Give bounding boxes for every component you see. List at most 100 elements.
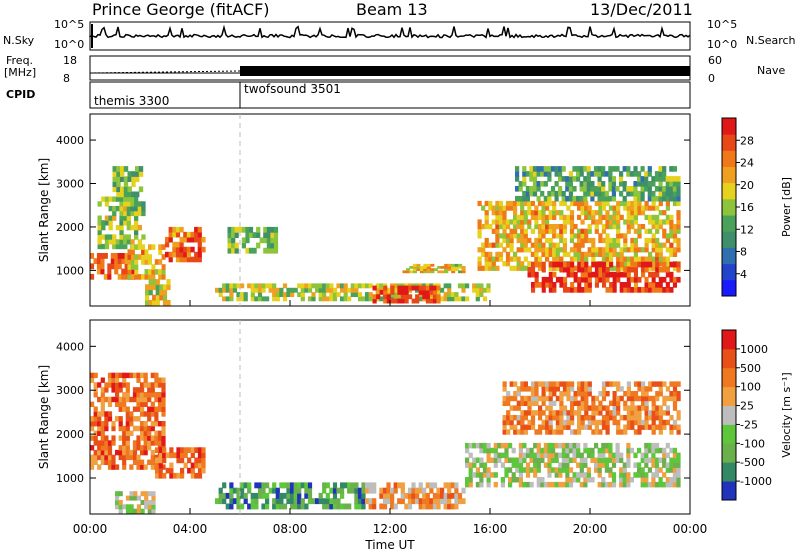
velocity-cell: [158, 457, 163, 464]
power-cell: [658, 190, 663, 197]
power-cell: [566, 214, 571, 220]
velocity-echo-region-3: [215, 482, 366, 510]
velocity-cell: [450, 482, 455, 489]
velocity-cell: [577, 391, 582, 397]
velocity-cell: [354, 498, 359, 505]
power-cell: [633, 266, 638, 273]
velocity-cell: [240, 503, 245, 510]
velocity-cell: [633, 395, 639, 402]
power-cell: [123, 220, 128, 226]
velocity-cell: [386, 482, 391, 489]
velocity-cell: [136, 377, 141, 383]
power-cell: [651, 265, 656, 271]
power-cell: [552, 242, 557, 248]
velocity-cell: [587, 381, 592, 387]
power-cell: [654, 171, 660, 177]
velocity-cell: [100, 377, 105, 383]
power-cell: [637, 171, 642, 177]
power-cell: [672, 190, 677, 197]
velocity-cell: [465, 477, 470, 483]
power-cell: [573, 256, 578, 262]
velocity-cell: [140, 382, 145, 388]
power-cell: [587, 247, 592, 253]
velocity-cell: [97, 411, 102, 417]
velocity-cell: [136, 372, 141, 379]
velocity-cell: [143, 449, 148, 456]
power-cell: [104, 234, 110, 240]
power-cell: [245, 237, 250, 244]
velocity-cell: [516, 386, 521, 392]
power-cell: [566, 266, 571, 273]
velocity-cell: [513, 405, 518, 411]
velocity-cell: [104, 440, 109, 446]
velocity-cell: [590, 477, 595, 483]
velocity-cell: [157, 377, 163, 383]
velocity-cell: [548, 400, 553, 406]
velocity-cell: [107, 416, 113, 422]
cpid-label: CPID: [6, 88, 36, 101]
velocity-cell: [454, 482, 459, 489]
velocity-cell: [622, 477, 627, 483]
power-cell: [577, 200, 582, 207]
velocity-cell: [155, 472, 160, 479]
power-cell: [591, 237, 596, 244]
velocity-cell: [648, 415, 653, 421]
velocity-cell: [422, 503, 427, 510]
velocity-cell: [559, 405, 564, 411]
velocity-cell: [547, 472, 552, 478]
power-cell: [612, 237, 617, 244]
velocity-cell: [570, 400, 575, 406]
power-cell: [248, 247, 254, 254]
velocity-cell: [90, 464, 95, 470]
power-cell: [419, 266, 424, 269]
power-cell: [336, 283, 341, 289]
velocity-cell: [361, 492, 366, 499]
velocity-cell: [136, 459, 141, 465]
power-cell: [534, 242, 539, 248]
velocity-cell: [576, 462, 581, 468]
velocity-cell: [497, 452, 502, 459]
velocity-cell: [644, 477, 649, 483]
power-cell: [669, 242, 674, 248]
time-tick-label: 04:00: [173, 522, 208, 536]
power-echo-region-9: [402, 263, 466, 274]
power-cell: [536, 181, 541, 187]
power-cell: [329, 283, 334, 289]
velocity-cell: [662, 452, 667, 459]
power-cell: [116, 166, 121, 172]
velocity-cell: [122, 504, 127, 510]
power-cell: [110, 263, 115, 270]
velocity-cell: [622, 481, 627, 488]
velocity-cell: [475, 467, 480, 473]
velocity-cell: [605, 415, 610, 421]
power-cell: [548, 265, 553, 271]
velocity-cell: [570, 405, 575, 411]
power-cell: [304, 283, 309, 289]
power-cell: [275, 287, 280, 293]
velocity-cell: [637, 386, 642, 392]
power-cell: [130, 201, 135, 207]
velocity-cell: [187, 447, 192, 453]
power-cell: [655, 228, 660, 234]
power-cell: [633, 287, 638, 293]
velocity-cell: [648, 386, 653, 392]
velocity-cell: [577, 381, 582, 387]
power-cell: [190, 236, 195, 243]
power-cell: [605, 224, 610, 230]
velocity-cell: [644, 386, 649, 392]
power-cell: [444, 263, 449, 267]
velocity-cell: [340, 503, 345, 510]
velocity-cell: [400, 487, 405, 494]
velocity-cell: [443, 498, 448, 505]
velocity-cell: [169, 462, 174, 469]
power-cell: [123, 166, 129, 172]
power-cell: [119, 225, 124, 231]
power-cell: [522, 195, 527, 202]
velocity-cell: [429, 482, 434, 489]
power-cell: [626, 287, 631, 293]
power-cell: [256, 242, 261, 249]
velocity-cell: [672, 477, 677, 483]
velocity-cell: [538, 405, 543, 411]
velocity-cell: [154, 382, 159, 388]
power-cell: [273, 242, 279, 249]
